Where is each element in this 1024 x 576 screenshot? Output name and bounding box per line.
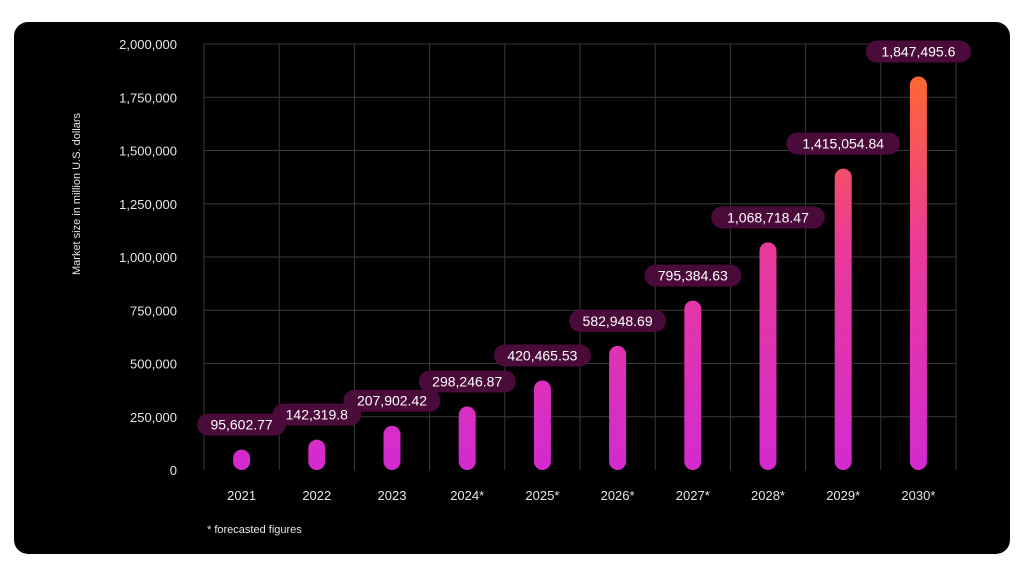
value-label: 1,415,054.84	[802, 136, 884, 152]
value-label-bg	[569, 309, 667, 332]
value-label: 207,902.42	[357, 393, 427, 409]
y-tick-label: 1,750,000	[119, 90, 177, 105]
value-label-bg	[865, 40, 972, 63]
y-tick-label: 250,000	[130, 410, 177, 425]
value-label-bg	[343, 389, 441, 412]
x-tick-label: 2025*	[525, 488, 559, 503]
y-tick-label: 1,000,000	[119, 250, 177, 265]
value-label-bg	[272, 403, 362, 426]
x-tick-label: 2021	[227, 488, 256, 503]
x-tick-label: 2023	[378, 488, 407, 503]
y-axis-label: Market size in million U.S. dollars	[71, 113, 83, 275]
bar	[909, 76, 927, 471]
bar	[308, 439, 326, 470]
value-label: 298,246.87	[432, 373, 502, 389]
value-label: 1,847,495.6	[881, 43, 955, 59]
value-label-bg	[786, 132, 900, 155]
value-label-bg	[711, 206, 825, 229]
x-tick-label: 2029*	[826, 488, 860, 503]
bar	[834, 168, 852, 470]
value-label-bg	[197, 413, 286, 436]
value-label: 1,068,718.47	[727, 209, 809, 225]
bar	[383, 425, 401, 470]
y-tick-label: 1,500,000	[119, 144, 177, 159]
bar	[759, 242, 777, 470]
y-tick-label: 0	[170, 463, 177, 478]
x-tick-label: 2022	[302, 488, 331, 503]
chart-card: 0 250,000 500,000 750,000 1,000,000 1,250,000…	[14, 22, 1010, 554]
x-tick-label: 2026*	[601, 488, 635, 503]
bar	[684, 300, 702, 470]
x-tick-label: 2030*	[901, 488, 935, 503]
bar-chart: 0 250,000 500,000 750,000 1,000,000 1,250,000…	[71, 37, 972, 503]
value-label-bg	[493, 344, 591, 367]
bar	[458, 406, 476, 470]
value-label: 142,319.8	[286, 407, 348, 423]
value-label: 582,948.69	[583, 313, 653, 329]
bar	[609, 345, 627, 470]
x-tick-label: 2027*	[676, 488, 710, 503]
value-label-bg	[418, 370, 516, 393]
x-tick-label: 2024*	[450, 488, 484, 503]
y-tick-label: 500,000	[130, 357, 177, 372]
x-tick-label: 2028*	[751, 488, 785, 503]
value-label: 95,602.77	[210, 417, 272, 433]
y-tick-label: 1,250,000	[119, 197, 177, 212]
y-tick-label: 2,000,000	[119, 37, 177, 52]
bar	[233, 449, 251, 470]
value-label: 420,465.53	[507, 347, 577, 363]
value-label: 795,384.63	[658, 268, 728, 284]
value-label-bg	[644, 264, 742, 287]
bar	[533, 380, 551, 470]
footnote: * forecasted figures	[207, 524, 302, 536]
y-tick-label: 750,000	[130, 303, 177, 318]
